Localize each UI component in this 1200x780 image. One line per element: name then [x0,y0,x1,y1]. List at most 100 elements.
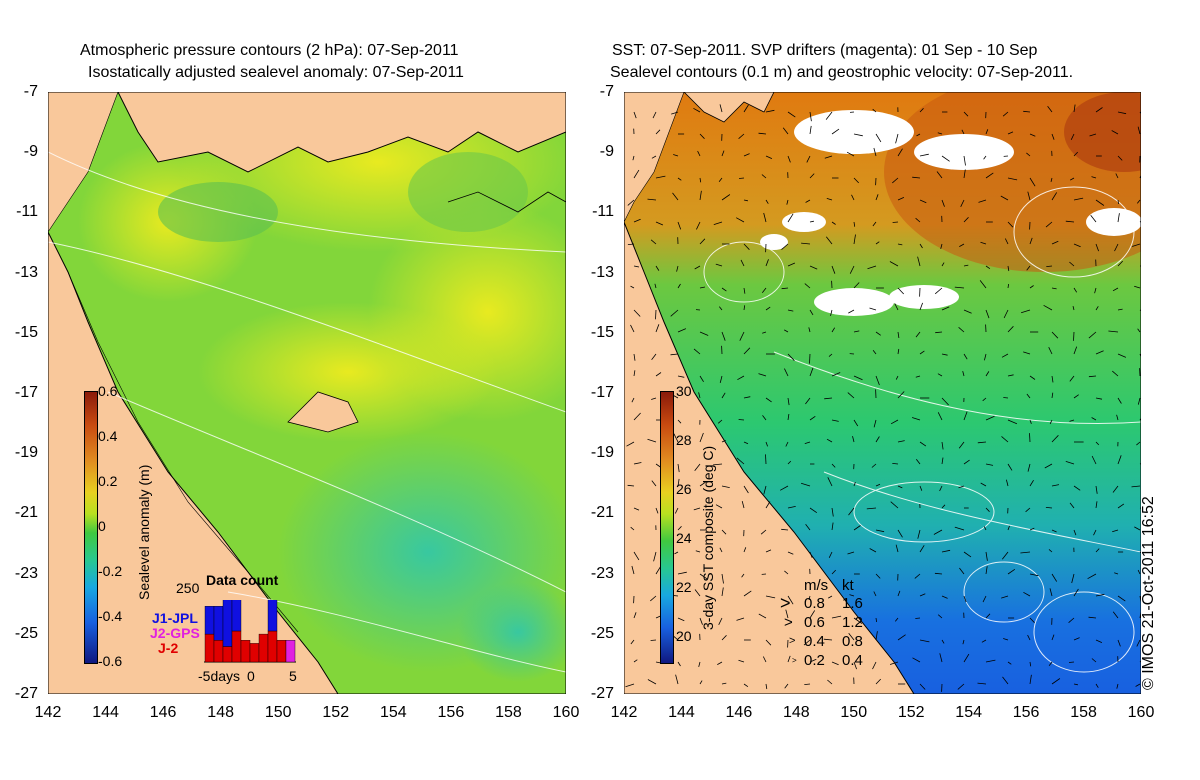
velocity-arrow [787,397,790,406]
velocity-arrow [915,331,921,338]
velocity-arrow [655,175,666,179]
velocity-arrow [1095,243,1099,252]
velocity-arrow [1002,676,1009,685]
velocity-arrow [897,148,903,157]
velocity-arrow [872,221,877,227]
velocity-arrow [677,617,685,622]
velocity-arrow [1029,285,1034,289]
velocity-arrow [1007,326,1014,333]
velocity-arrow [651,155,657,159]
right-lat-label: -13 [590,263,614,281]
velocity-arrow [1091,658,1097,663]
velocity-arrow [787,551,794,555]
velocity-arrow [853,282,860,289]
velocity-arrow [916,133,921,137]
data-count-bar [258,633,269,663]
velocity-arrow [1007,661,1012,665]
velocity-arrow [743,683,749,688]
velocity-arrow [765,595,776,599]
velocity-arrow [651,397,657,400]
velocity-arrow [809,353,811,364]
velocity-arrow [933,529,943,535]
data-count-ymax: 250 [176,580,200,596]
sst-tick-2: 26 [676,481,692,497]
velocity-arrow [674,507,679,514]
right-lon-label: 158 [1070,704,1097,721]
velocity-arrow [912,657,921,663]
data-count-bar [213,605,224,641]
velocity-arrow [765,306,771,311]
velocity-arrow [698,392,701,399]
velocity-arrow [784,368,789,377]
velocity-arrow [1094,287,1097,294]
velocity-arrow [941,306,950,311]
velocity-arrow [804,283,811,289]
velocity-arrow [1073,394,1079,399]
velocity-arrow [958,441,965,449]
australia-landmass [48,92,119,233]
velocity-arrow [782,127,789,135]
left-map [48,92,566,694]
velocity-arrow [743,396,751,399]
velocity-arrow [762,331,767,334]
right-lat-label: -25 [590,624,614,642]
velocity-arrow [717,419,723,424]
velocity-arrow [647,438,657,443]
velocity-arrow [1073,637,1080,641]
velocity-arrow [849,594,855,597]
velocity-arrow [985,566,988,575]
velocity-arrow [654,283,657,289]
velocity-arrow [919,683,926,690]
velocity-arrow [847,392,855,399]
velocity-arrow [743,104,749,113]
velocity-arrow [1023,591,1031,597]
left-lat-label: -17 [14,384,38,401]
velocity-arrow [1048,661,1053,666]
velocity-arrow [633,353,636,361]
velocity-arrow [1026,265,1031,271]
velocity-arrow [633,370,636,377]
velocity-arrow [985,463,994,466]
velocity-arrow [831,372,841,377]
legend-j-2: J-2 [158,640,179,656]
velocity-arrow [674,551,679,555]
data-count-bar [240,640,251,663]
vel-header-ms: m/s [804,577,829,594]
velocity-arrow [1073,529,1077,536]
left-lon-label: 144 [92,704,119,721]
velocity-arrow [1137,126,1141,135]
velocity-arrow [1007,463,1013,471]
velocity-arrow [941,353,948,356]
left-lon-label: 154 [379,704,407,721]
velocity-arrow [1095,107,1103,113]
sst-tick-0: 30 [676,383,692,399]
velocity-arrow [787,262,796,267]
velocity-arrow [963,264,969,267]
velocity-arrow [671,111,679,115]
velocity-arrow [919,108,924,113]
velocity-arrow [781,243,789,250]
velocity-arrow [655,566,661,575]
velocity-arrow [1051,240,1059,245]
velocity-arrow [721,331,726,341]
velocity-arrow [941,457,944,465]
velocity-arrow [1073,243,1081,248]
velocity-arrow [985,659,996,663]
velocity-arrow [699,573,708,580]
papua-new-guinea [117,92,566,173]
velocity-arrow [1069,419,1075,422]
velocity-arrow [743,485,749,494]
velocity-arrow [655,129,661,135]
velocity-arrow [889,261,899,267]
velocity-arrow [1051,529,1057,533]
velocity-arrow [781,287,789,290]
velocity-arrow [804,683,811,685]
velocity-arrow [741,500,745,509]
velocity-arrow [1073,104,1076,113]
right-map-title-line1: SST: 07-Sep-2011. SVP drifters (magenta)… [612,42,1038,59]
velocity-arrow [1095,199,1105,206]
velocity-arrow [721,587,724,597]
velocity-arrow [1000,195,1009,201]
velocity-arrow [1134,526,1141,531]
velocity-arrow [1095,441,1100,446]
